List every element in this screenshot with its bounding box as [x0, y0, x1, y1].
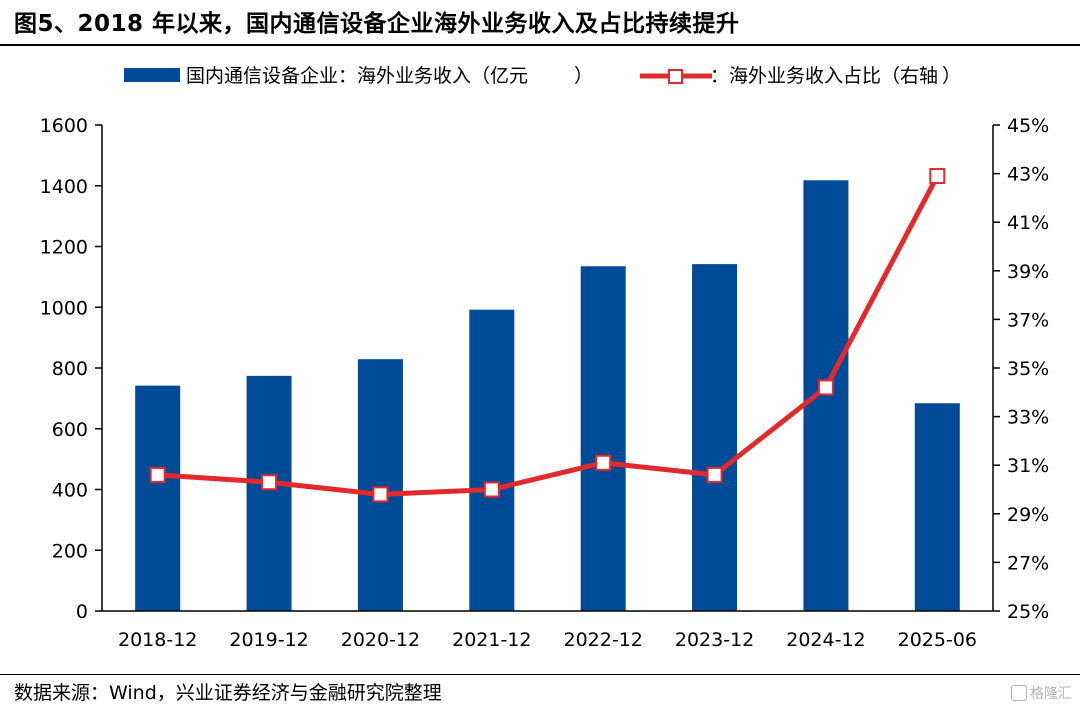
line-point: [261, 474, 278, 491]
x-tick-label: 2023-12: [675, 629, 754, 651]
right-tick-label: 33%: [1007, 407, 1049, 429]
left-axis-ticks: 0 200 400 600 800 1000 1200 1400 1600: [40, 115, 102, 623]
left-tick-label: 1400: [40, 176, 88, 198]
left-tick-label: 800: [52, 358, 88, 380]
left-tick-label: 1000: [40, 297, 88, 319]
bar: [914, 403, 960, 611]
bar: [580, 266, 626, 611]
bar: [803, 180, 849, 611]
legend: 国内通信设备企业：海外业务收入（亿元 ） ：海外业务收入占比（右轴 ）: [124, 65, 961, 87]
x-tick-label: 2025-06: [898, 629, 977, 651]
legend-line-label: ：海外业务收入占比（右轴: [710, 65, 938, 87]
left-tick-label: 1600: [40, 115, 88, 137]
bar-series: [135, 180, 960, 611]
legend-bar-label: 国内通信设备企业：海外业务收入（亿元: [186, 65, 528, 87]
line-point: [706, 466, 723, 483]
legend-bar-paren: ）: [574, 65, 593, 87]
left-tick-label: 200: [52, 540, 88, 562]
right-tick-label: 45%: [1007, 115, 1049, 137]
right-tick-label: 35%: [1007, 358, 1049, 380]
x-tick-label: 2024-12: [786, 629, 865, 651]
x-tick-label: 2021-12: [452, 629, 531, 651]
x-tick-label: 2022-12: [563, 629, 642, 651]
line-point: [595, 454, 612, 471]
left-tick-label: 600: [52, 419, 88, 441]
x-tick-label: 2019-12: [229, 629, 308, 651]
line-point: [483, 481, 500, 498]
right-tick-label: 37%: [1007, 309, 1049, 331]
chart-svg: 国内通信设备企业：海外业务收入（亿元 ） ：海外业务收入占比（右轴 ） 0 200…: [40, 65, 1050, 651]
legend-line-paren: ）: [942, 65, 961, 87]
line-point: [149, 466, 166, 483]
right-axis-ticks: 25% 27% 29% 31% 33% 35% 37% 39% 41% 43% 45%: [993, 115, 1049, 623]
watermark-logo-icon: [1011, 685, 1027, 701]
bar: [135, 385, 181, 611]
left-tick-label: 1200: [40, 237, 88, 259]
line-point: [929, 168, 946, 185]
chart-title: 图5、2018 年以来，国内通信设备企业海外业务收入及占比持续提升: [14, 11, 740, 37]
x-axis-ticks: 2018-12 2019-12 2020-12 2021-12 2022-12 2023-…: [118, 629, 977, 651]
right-tick-label: 31%: [1007, 455, 1049, 477]
line-point: [817, 379, 834, 396]
right-tick-label: 25%: [1007, 601, 1049, 623]
title-divider: [0, 44, 1080, 46]
footer-divider: [0, 674, 1080, 675]
source-note: 数据来源：Wind，兴业证券经济与金融研究院整理: [14, 682, 442, 704]
bar: [246, 375, 292, 611]
x-tick-label: 2018-12: [118, 629, 197, 651]
watermark: 格隆汇: [1011, 683, 1072, 703]
legend-line-marker: [668, 69, 683, 84]
bar: [357, 359, 403, 611]
x-tick-label: 2020-12: [341, 629, 420, 651]
left-tick-label: 0: [76, 601, 88, 623]
watermark-text: 格隆汇: [1030, 686, 1072, 702]
right-tick-label: 41%: [1007, 212, 1049, 234]
legend-bar-swatch: [124, 68, 180, 82]
right-tick-label: 43%: [1007, 164, 1049, 186]
series-line: [157, 174, 940, 497]
right-tick-label: 27%: [1007, 552, 1049, 574]
line-point: [372, 486, 389, 503]
right-tick-label: 29%: [1007, 504, 1049, 526]
bar: [469, 309, 515, 611]
bar: [692, 264, 738, 611]
left-tick-label: 400: [52, 480, 88, 502]
right-tick-label: 39%: [1007, 261, 1049, 283]
line-series: [149, 168, 946, 503]
